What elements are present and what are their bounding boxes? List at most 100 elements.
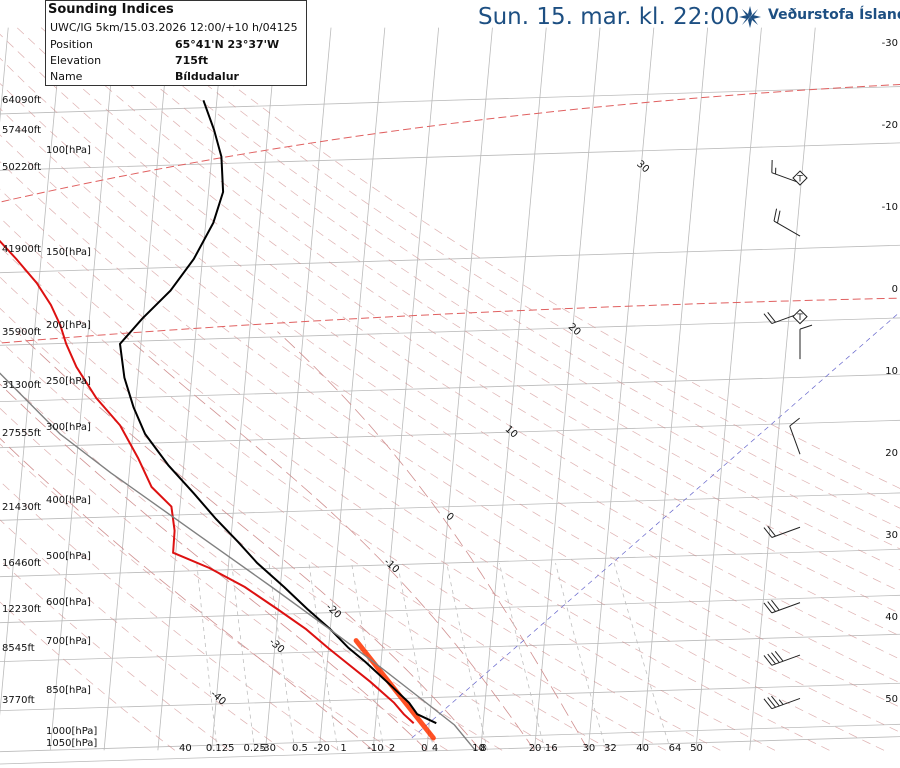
wind-barb-half — [778, 699, 784, 705]
brand-name: Veðurstofa Íslands — [768, 7, 900, 23]
wind-barb-flag — [771, 652, 780, 663]
right-temp-label: -20 — [881, 120, 898, 131]
series-layer — [0, 99, 476, 751]
wind-barb-flag — [763, 655, 773, 666]
isotherm-label: -40 — [208, 689, 228, 708]
wind-barb-flag — [767, 311, 776, 323]
bottom-axis-label: 2 — [388, 743, 396, 754]
wind-barb-staff — [771, 172, 801, 184]
dry-adiabat — [0, 134, 900, 733]
wind-barb-flag — [773, 208, 778, 222]
tropopause-marker: T — [792, 308, 808, 325]
dry-adiabat — [0, 480, 339, 751]
isobar-line — [0, 633, 900, 662]
wind-barb-staff — [771, 654, 801, 666]
right-temp-label: 20 — [885, 448, 898, 459]
dry-adiabat — [137, 27, 900, 509]
altitude-label: 57440ft — [2, 124, 42, 136]
isotherm-label: 20 — [566, 321, 583, 338]
isotherm-line — [103, 27, 171, 751]
bottom-axis-label: 40 — [636, 743, 650, 754]
mixing-ratio-line — [555, 562, 607, 751]
isotherm-line — [157, 27, 224, 751]
wind-barb-staff — [771, 526, 801, 538]
marker-label: T — [796, 313, 803, 323]
wind-barb-staff — [771, 697, 801, 710]
wind-barb-flag — [771, 599, 780, 611]
bottom-axis-label: 30 — [582, 743, 596, 754]
dry-adiabat — [0, 443, 394, 751]
right-temp-label: -10 — [881, 202, 898, 213]
elevation-value: 715ft — [175, 54, 209, 67]
bottom-axis-label: -10 — [367, 743, 384, 754]
isobar-line — [0, 723, 900, 753]
altitude-label: 50220ft — [2, 161, 42, 173]
mixing-ratio-line — [196, 562, 218, 751]
altitude-label: 41900ft — [2, 243, 42, 255]
isotherm-line — [695, 27, 762, 751]
wind-barb — [763, 599, 801, 614]
isotherm-line — [480, 27, 547, 751]
isotherm-line — [426, 27, 493, 751]
dry-adiabat — [0, 108, 900, 708]
isotherm-line — [211, 27, 278, 751]
name-value: Bíldudalur — [175, 70, 239, 83]
valid-time-title: Sun. 15. mar. kl. 22:00 — [478, 4, 740, 30]
pressure-label: 150[hPa] — [46, 246, 91, 258]
tropopause-marker: T — [792, 170, 808, 186]
bottom-axis-label: 40 — [179, 743, 192, 754]
wind-barb-staff — [773, 220, 801, 237]
bottom-axis-label: 20 — [528, 743, 542, 754]
bottom-axis-label: 10 — [472, 743, 485, 754]
isobar-line — [0, 86, 900, 115]
mixing-ratio-line — [308, 562, 339, 751]
moist-adiabat — [0, 437, 374, 751]
wind-barb-flag — [776, 210, 781, 224]
right-temp-label: 0 — [891, 284, 898, 295]
right-temp-label: 40 — [885, 612, 898, 623]
altitude-label: 64090ft — [2, 95, 42, 107]
bottom-axis-label: 8 — [480, 743, 487, 754]
dry-adiabat — [0, 57, 900, 660]
wind-barb-flag — [763, 527, 773, 538]
dry-adiabat — [0, 217, 776, 751]
sounding-indices-box: Sounding Indices UWC/IG 5km/15.03.2026 1… — [45, 0, 307, 86]
position-label: Position — [50, 38, 93, 51]
isotherm-line — [587, 27, 655, 751]
isotherm-line — [0, 27, 63, 716]
wind-barbs-layer — [763, 160, 813, 710]
pressure-label: 100[hPa] — [46, 144, 91, 156]
bottom-axis-label: -30 — [259, 743, 277, 754]
pressure-label: 500[hPa] — [46, 550, 91, 562]
dry-adiabat — [0, 340, 557, 751]
dry-adiabat — [88, 27, 900, 550]
wind-barb-flag — [767, 697, 776, 708]
pressure-label: 600[hPa] — [46, 597, 91, 609]
mixing-ratio-line — [499, 562, 546, 751]
dry-adiabat — [0, 188, 830, 751]
altitude-label: 21430ft — [2, 501, 42, 513]
isotherm-label: 10 — [503, 424, 520, 441]
right-temp-label: 50 — [885, 694, 898, 705]
pressure-label: 400[hPa] — [46, 494, 91, 506]
altitude-label: 16460ft — [2, 557, 42, 569]
dry-adiabat — [161, 27, 900, 489]
isotherm-line — [534, 27, 601, 751]
isotherm-line — [49, 27, 117, 751]
wind-barb-flag — [767, 525, 776, 537]
altitude-label: 12230ft — [2, 604, 42, 616]
mixing-ratio-line — [397, 562, 435, 751]
elevation-label: Elevation — [50, 54, 102, 67]
wind-barb-flag — [774, 650, 784, 662]
isobar-line — [0, 594, 900, 624]
bottom-axis-label: 0 — [421, 743, 428, 754]
isotherm-label: 30 — [634, 159, 651, 176]
series-dewpoint — [0, 239, 415, 724]
dry-adiabat — [0, 519, 285, 751]
bottom-axis-label: 64 — [668, 743, 682, 754]
wind-barb-flag — [763, 698, 773, 710]
pressure-label: 200[hPa] — [46, 319, 91, 331]
bottom-axis-label: 16 — [544, 743, 558, 754]
